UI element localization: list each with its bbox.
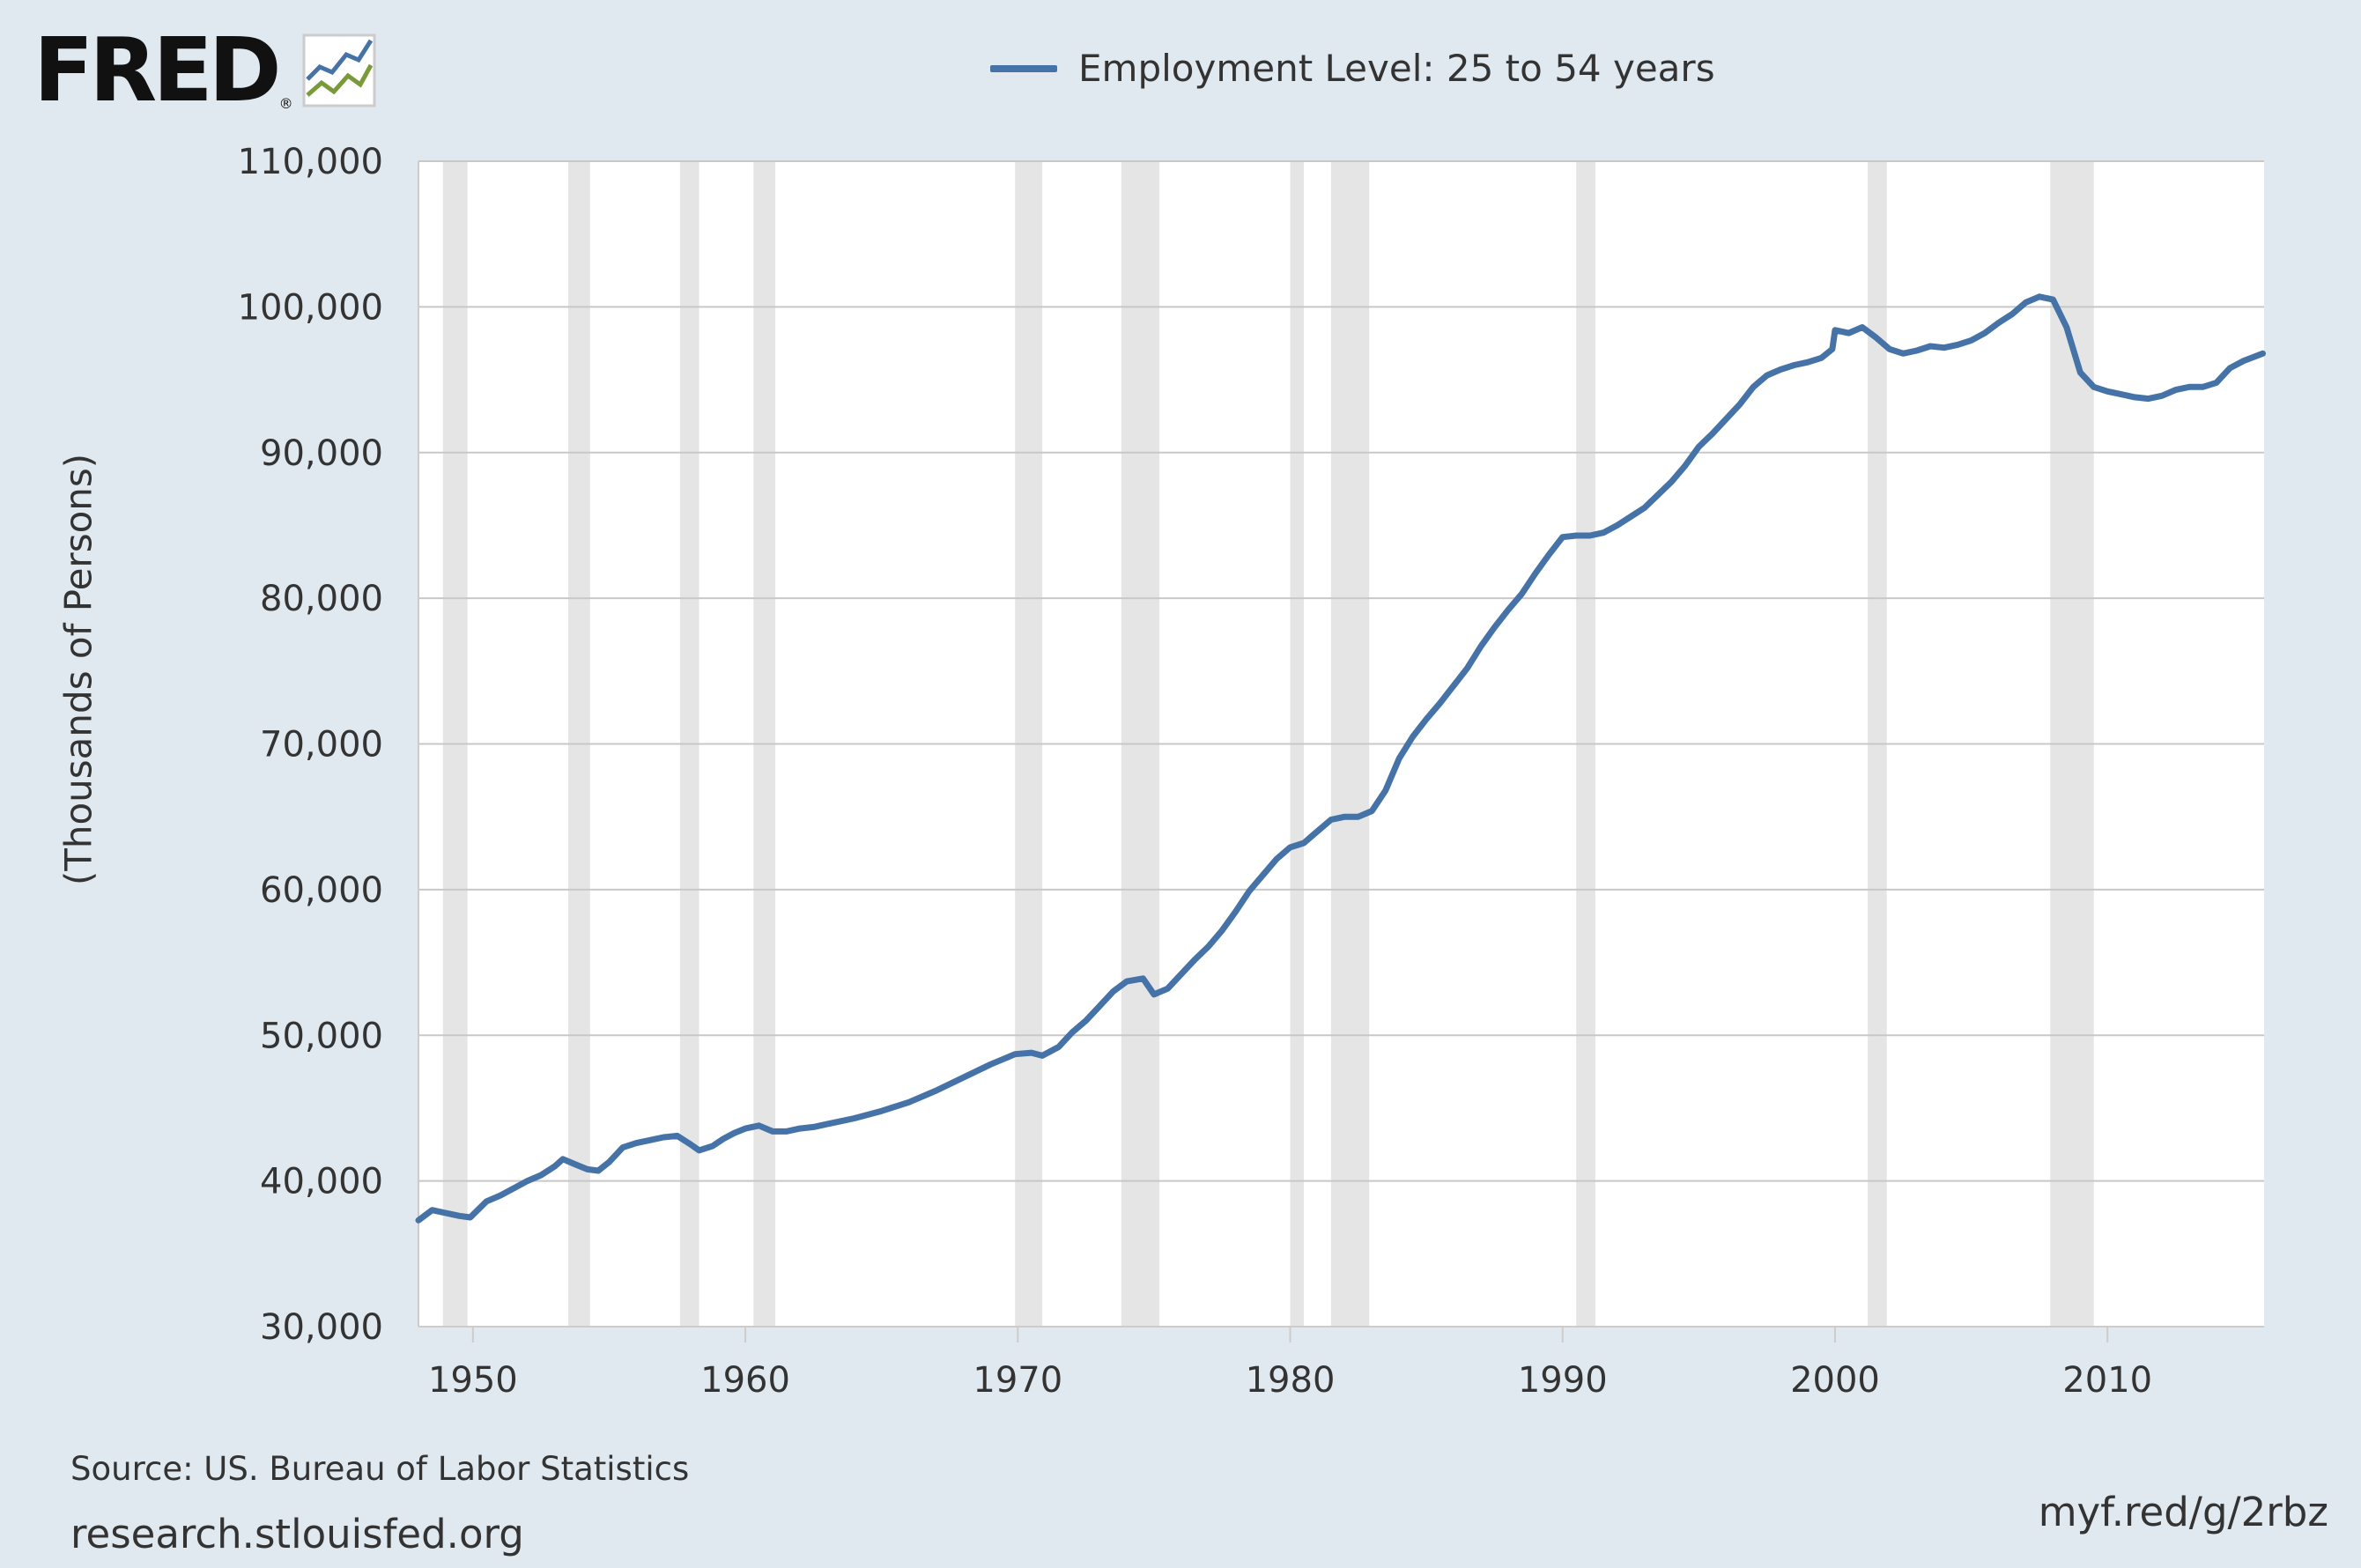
series-layer [415,293,2266,1224]
x-tick-label: 1960 [700,1360,790,1401]
y-tick-label: 40,000 [260,1162,383,1202]
axes [418,161,2264,1342]
fred-chart-icon [302,33,376,107]
x-tick-label: 1990 [1518,1360,1608,1401]
x-tick-label: 2010 [2062,1360,2152,1401]
source-note: Source: US. Bureau of Labor Statistics [70,1450,690,1488]
legend-swatch [990,65,1057,72]
y-tick-label: 50,000 [260,1016,383,1056]
short-link[interactable]: myf.red/g/2rbz [2038,1489,2328,1535]
x-tick-label: 2000 [1790,1360,1880,1401]
chart-legend: Employment Level: 25 to 54 years [990,46,1715,92]
y-tick-label: 70,000 [260,725,383,766]
series-line [415,293,2266,1224]
x-tick-label: 1950 [428,1360,518,1401]
x-tick-label: 1970 [973,1360,1062,1401]
x-tick-label: 1980 [1246,1360,1336,1401]
fred-logo[interactable]: FRED ® [33,26,376,115]
y-tick-label: 110,000 [238,142,383,182]
fred-logo-text: FRED [33,18,282,122]
y-tick-label: 80,000 [260,579,383,619]
legend-label: Employment Level: 25 to 54 years [1078,47,1715,90]
tick-labels: 30,000 40,000 50,000 60,000 70,000 80,000 90,0… [238,142,2153,1401]
y-tick-label: 90,000 [260,433,383,474]
y-tick-label: 30,000 [260,1307,383,1348]
y-tick-label: 100,000 [238,287,383,328]
registered-mark: ® [278,95,293,112]
y-tick-label: 60,000 [260,870,383,911]
site-link[interactable]: research.stlouisfed.org [70,1511,524,1557]
